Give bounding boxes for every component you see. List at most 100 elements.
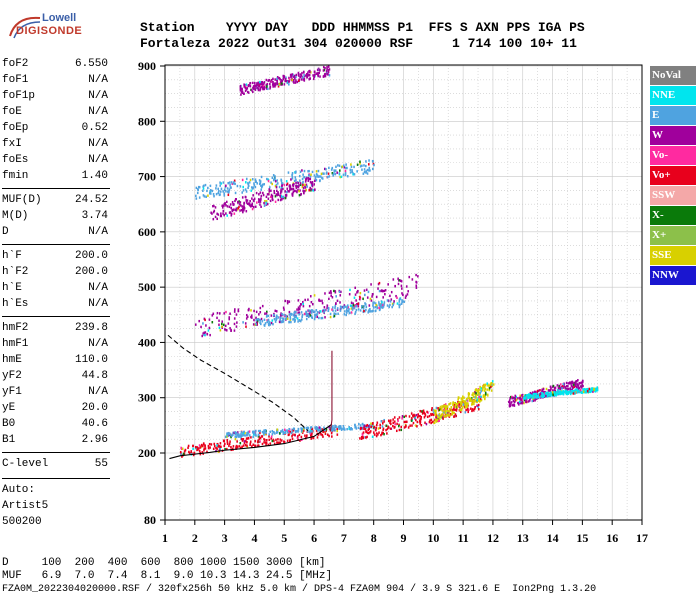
echo-point bbox=[434, 410, 437, 413]
echo-point bbox=[365, 430, 367, 433]
param-value: 20.0 bbox=[81, 402, 108, 414]
echo-point bbox=[285, 180, 288, 183]
param-value: N/A bbox=[88, 226, 108, 238]
echo-point bbox=[309, 186, 311, 190]
echo-point bbox=[282, 430, 285, 434]
echo-point bbox=[587, 387, 589, 391]
echo-point bbox=[305, 177, 307, 181]
echo-point bbox=[470, 407, 472, 410]
echo-point bbox=[212, 217, 215, 221]
param-he: h`E N/A bbox=[2, 282, 108, 296]
echo-point bbox=[331, 166, 334, 170]
echo-point bbox=[529, 395, 531, 398]
echo-point bbox=[326, 72, 328, 76]
echo-point bbox=[531, 393, 533, 396]
echo-point bbox=[229, 440, 231, 443]
echo-point bbox=[369, 169, 371, 172]
echo-point bbox=[247, 186, 249, 189]
echo-point bbox=[208, 326, 211, 330]
echo-point bbox=[400, 279, 402, 283]
echo-point bbox=[303, 79, 306, 82]
param-name: foF1p bbox=[2, 90, 36, 102]
echo-point bbox=[302, 186, 305, 190]
echo-point bbox=[577, 379, 579, 382]
echo-point bbox=[384, 292, 386, 296]
echo-point bbox=[202, 322, 204, 325]
echo-point bbox=[378, 308, 381, 312]
echo-point bbox=[537, 389, 540, 392]
echo-point bbox=[245, 210, 248, 213]
echo-point bbox=[557, 386, 560, 390]
echo-point bbox=[283, 313, 285, 317]
echo-point bbox=[359, 162, 361, 165]
echo-point bbox=[194, 445, 197, 449]
echo-point bbox=[478, 388, 481, 391]
echo-point bbox=[268, 188, 271, 191]
echo-point bbox=[432, 411, 435, 414]
echo-point bbox=[267, 197, 270, 200]
param-name: hmF2 bbox=[2, 322, 29, 334]
echo-point bbox=[392, 421, 395, 425]
echo-point bbox=[322, 172, 324, 175]
echo-point bbox=[326, 433, 329, 436]
echo-point bbox=[375, 432, 378, 435]
echo-point bbox=[559, 392, 561, 395]
echo-point bbox=[415, 424, 417, 427]
echo-point bbox=[253, 430, 255, 433]
echo-point bbox=[293, 75, 295, 79]
echo-point bbox=[203, 195, 206, 198]
echo-point bbox=[264, 441, 267, 444]
echo-point bbox=[352, 302, 354, 305]
echo-point bbox=[219, 447, 221, 450]
echo-point bbox=[198, 186, 201, 189]
echo-point bbox=[411, 424, 413, 427]
echo-point bbox=[327, 68, 330, 72]
echo-point bbox=[262, 87, 264, 91]
echo-point bbox=[397, 279, 400, 282]
echo-point bbox=[281, 198, 283, 201]
echo-point bbox=[235, 444, 238, 448]
echo-point bbox=[319, 310, 322, 313]
echo-point bbox=[308, 314, 310, 318]
echo-point bbox=[395, 429, 398, 433]
echo-point bbox=[417, 275, 419, 278]
echo-point bbox=[372, 422, 374, 425]
echo-point bbox=[333, 314, 336, 318]
echo-point bbox=[237, 201, 239, 204]
echo-point bbox=[461, 398, 464, 402]
echo-point bbox=[221, 325, 223, 328]
echo-point bbox=[435, 418, 438, 421]
echo-point bbox=[375, 303, 378, 307]
echo-point bbox=[339, 309, 342, 312]
echo-point bbox=[233, 181, 235, 184]
echo-point bbox=[301, 169, 303, 172]
echo-point bbox=[289, 439, 291, 443]
echo-point bbox=[243, 201, 245, 205]
echo-point bbox=[218, 193, 221, 197]
echo-point bbox=[400, 280, 403, 283]
echo-point bbox=[243, 85, 246, 88]
echo-point bbox=[530, 392, 532, 396]
echo-point bbox=[227, 322, 230, 325]
echo-point bbox=[299, 439, 301, 442]
param-hf2: h`F2 200.0 bbox=[2, 266, 108, 280]
echo-point bbox=[252, 323, 255, 326]
echo-point bbox=[340, 175, 343, 179]
echo-point bbox=[416, 420, 419, 424]
echo-point bbox=[310, 311, 313, 314]
echo-point bbox=[486, 388, 488, 391]
echo-point bbox=[280, 79, 283, 82]
echo-point bbox=[213, 444, 216, 448]
echo-point bbox=[477, 397, 479, 400]
echo-point bbox=[253, 318, 255, 322]
echo-point bbox=[492, 383, 495, 386]
echo-point bbox=[285, 76, 287, 79]
echo-point bbox=[280, 188, 282, 191]
echo-point bbox=[279, 192, 282, 195]
echo-point bbox=[359, 160, 361, 163]
param-value: 0.52 bbox=[81, 122, 108, 134]
echo-point bbox=[286, 190, 288, 194]
echo-point bbox=[254, 88, 257, 91]
echo-point bbox=[490, 385, 492, 389]
echo-point bbox=[363, 304, 365, 308]
